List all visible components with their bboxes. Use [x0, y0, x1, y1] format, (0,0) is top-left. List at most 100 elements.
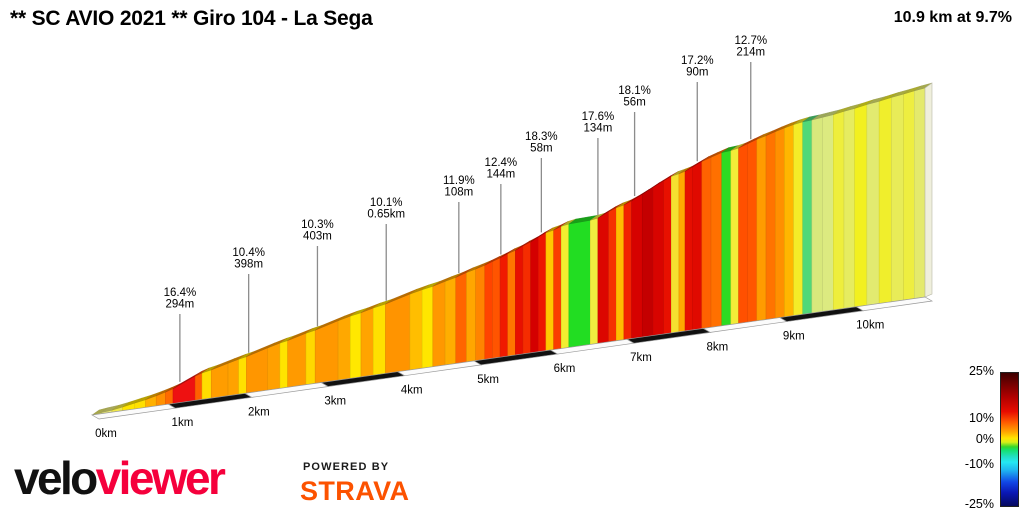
profile-segment[interactable]: [811, 116, 823, 314]
profile-segment[interactable]: [730, 147, 739, 325]
annotation-length: 90m: [686, 67, 708, 79]
profile-segment[interactable]: [652, 180, 664, 336]
profile-segment[interactable]: [843, 108, 855, 309]
annotation-length: 398m: [234, 259, 263, 271]
profile-segment[interactable]: [590, 217, 599, 345]
profile-segment[interactable]: [201, 369, 212, 400]
profile-segment[interactable]: [701, 156, 712, 329]
profile-segment[interactable]: [421, 285, 434, 369]
profile-segment[interactable]: [866, 100, 880, 306]
profile-segment[interactable]: [721, 150, 732, 327]
profile-segment[interactable]: [914, 87, 926, 299]
profile-segment[interactable]: [623, 200, 632, 340]
profile-segment[interactable]: [854, 104, 868, 308]
profile-segment[interactable]: [409, 289, 423, 371]
annotation-gradient: 11.9%: [443, 175, 475, 187]
profile-segment[interactable]: [738, 143, 748, 324]
logo-velo: velo: [14, 452, 98, 504]
gradient-legend-colorbar: [1000, 372, 1019, 507]
profile-segment[interactable]: [538, 232, 547, 353]
profile-segment[interactable]: [287, 332, 307, 388]
gradient-segments: [91, 82, 933, 416]
profile-segment[interactable]: [678, 171, 686, 333]
profile-segment[interactable]: [822, 114, 834, 312]
profile-segment[interactable]: [671, 173, 680, 334]
profile-segment[interactable]: [641, 186, 654, 338]
distance-axis-baseline: [90, 296, 934, 420]
profile-segment[interactable]: [337, 315, 351, 381]
annotation-gradient: 12.7%: [734, 35, 767, 47]
profile-segment[interactable]: [172, 375, 196, 404]
profile-segment[interactable]: [305, 329, 316, 385]
legend-tick-label: 25%: [968, 364, 994, 378]
km-tick-label: 9km: [783, 331, 805, 343]
profile-segment[interactable]: [238, 356, 247, 395]
profile-segment[interactable]: [475, 264, 486, 361]
profile-segment[interactable]: [466, 268, 476, 363]
km-tick-label: 10km: [856, 320, 884, 332]
profile-segment[interactable]: [372, 303, 386, 376]
profile-segment[interactable]: [663, 175, 672, 335]
profile-segment[interactable]: [747, 138, 758, 323]
km-tick-label: 5km: [477, 374, 499, 386]
profile-segment[interactable]: [597, 211, 609, 344]
annotation-length: 58m: [530, 143, 552, 155]
legend-tick-label: -10%: [964, 457, 994, 472]
profile-segment[interactable]: [444, 277, 457, 366]
logo-viewer: viewer: [95, 452, 226, 504]
annotation-gradient: 10.3%: [301, 219, 334, 231]
profile-segment[interactable]: [891, 93, 904, 303]
profile-segment[interactable]: [385, 293, 411, 374]
profile-segment[interactable]: [194, 372, 203, 401]
profile-segment[interactable]: [360, 307, 374, 378]
profile-segment[interactable]: [765, 131, 776, 320]
profile-segment[interactable]: [756, 135, 767, 322]
profile-segment[interactable]: [279, 340, 288, 389]
profile-segment[interactable]: [608, 207, 617, 343]
annotation-length: 108m: [444, 187, 473, 199]
profile-segment[interactable]: [616, 204, 625, 342]
profile-segment[interactable]: [267, 342, 281, 391]
page-title: ** SC AVIO 2021 ** Giro 104 - La Sega: [10, 7, 373, 30]
profile-segment[interactable]: [878, 97, 892, 304]
profile-segment[interactable]: [710, 152, 722, 328]
profile-segment[interactable]: [684, 166, 693, 332]
veloviewer-logo: veloviewer: [14, 452, 226, 504]
profile-segment[interactable]: [545, 229, 554, 351]
profile-segment[interactable]: [774, 127, 785, 319]
profile-segment[interactable]: [515, 245, 524, 356]
baseline-km-block: [855, 296, 934, 312]
climb-summary-stat: 10.9 km at 9.7%: [893, 9, 1012, 26]
annotation-length: 134m: [584, 123, 613, 135]
annotation-length: 0.65km: [367, 209, 405, 221]
profile-end-cap: [924, 82, 933, 298]
profile-segment[interactable]: [802, 119, 813, 315]
profile-segment[interactable]: [314, 320, 339, 384]
profile-segment[interactable]: [560, 223, 570, 349]
profile-segment[interactable]: [350, 312, 362, 379]
profile-segment[interactable]: [692, 161, 703, 331]
profile-segment[interactable]: [631, 193, 643, 339]
profile-segment[interactable]: [492, 257, 501, 359]
distance-tick-labels: 0km 1km 2km 3km 4km 5km 6km 7km 8km 9km 10km: [95, 320, 884, 440]
profile-segment[interactable]: [903, 90, 915, 301]
profile-segment[interactable]: [484, 261, 493, 360]
profile-segment[interactable]: [784, 124, 794, 318]
profile-segment[interactable]: [507, 250, 516, 357]
legend-tick-label: 0%: [975, 431, 994, 446]
legend-tick-label: -25%: [964, 497, 994, 511]
km-tick-label: 3km: [324, 396, 346, 408]
profile-segment[interactable]: [499, 253, 508, 358]
profile-segment[interactable]: [455, 272, 467, 364]
km-tick-label: 7km: [630, 352, 652, 364]
profile-segment[interactable]: [553, 225, 562, 350]
profile-segment[interactable]: [530, 236, 539, 354]
profile-segment[interactable]: [227, 358, 239, 397]
profile-segment[interactable]: [522, 241, 531, 355]
profile-segment[interactable]: [432, 281, 446, 368]
profile-segment[interactable]: [833, 111, 845, 311]
profile-segment[interactable]: [568, 220, 591, 348]
strava-logo: STRAVA: [300, 476, 410, 506]
profile-segment[interactable]: [793, 121, 803, 316]
